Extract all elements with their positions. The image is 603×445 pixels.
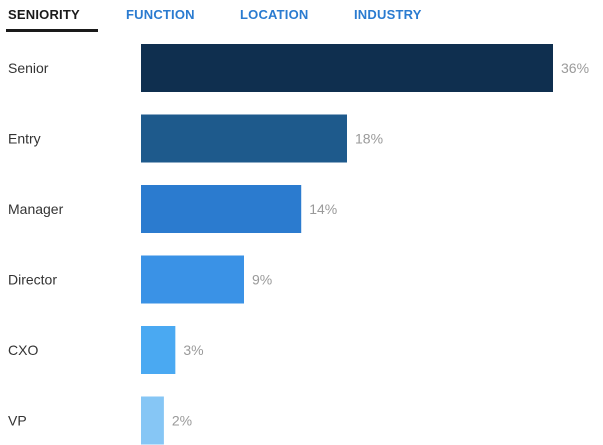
value-label-vp: 2% (172, 413, 192, 429)
category-label-vp: VP (8, 413, 27, 429)
tab-seniority[interactable]: SENIORITY (8, 7, 80, 22)
seniority-bar-chart: Senior 36% Entry 18% Manager 14% Director 9% CXO… (8, 44, 589, 445)
tab-industry[interactable]: INDUSTRY (354, 7, 422, 22)
bar-director[interactable] (141, 255, 244, 304)
bar-cxo[interactable] (141, 326, 176, 374)
value-label-manager: 14% (309, 201, 337, 217)
category-label-entry: Entry (8, 131, 41, 147)
category-label-director: Director (8, 272, 57, 288)
category-label-manager: Manager (8, 201, 64, 217)
category-label-cxo: CXO (8, 342, 38, 358)
active-tab-indicator (6, 29, 98, 32)
tab-function[interactable]: FUNCTION (126, 7, 195, 22)
value-label-cxo: 3% (183, 342, 203, 358)
bar-manager[interactable] (141, 185, 302, 233)
category-label-senior: Senior (8, 60, 49, 76)
tab-location[interactable]: LOCATION (240, 7, 309, 22)
bar-senior[interactable] (141, 44, 553, 92)
bar-vp[interactable] (141, 396, 164, 445)
value-label-entry: 18% (355, 131, 383, 147)
tab-bar: SENIORITY FUNCTION LOCATION INDUSTRY (0, 0, 603, 32)
value-label-senior: 36% (561, 60, 589, 76)
bar-entry[interactable] (141, 114, 347, 163)
value-label-director: 9% (252, 272, 272, 288)
